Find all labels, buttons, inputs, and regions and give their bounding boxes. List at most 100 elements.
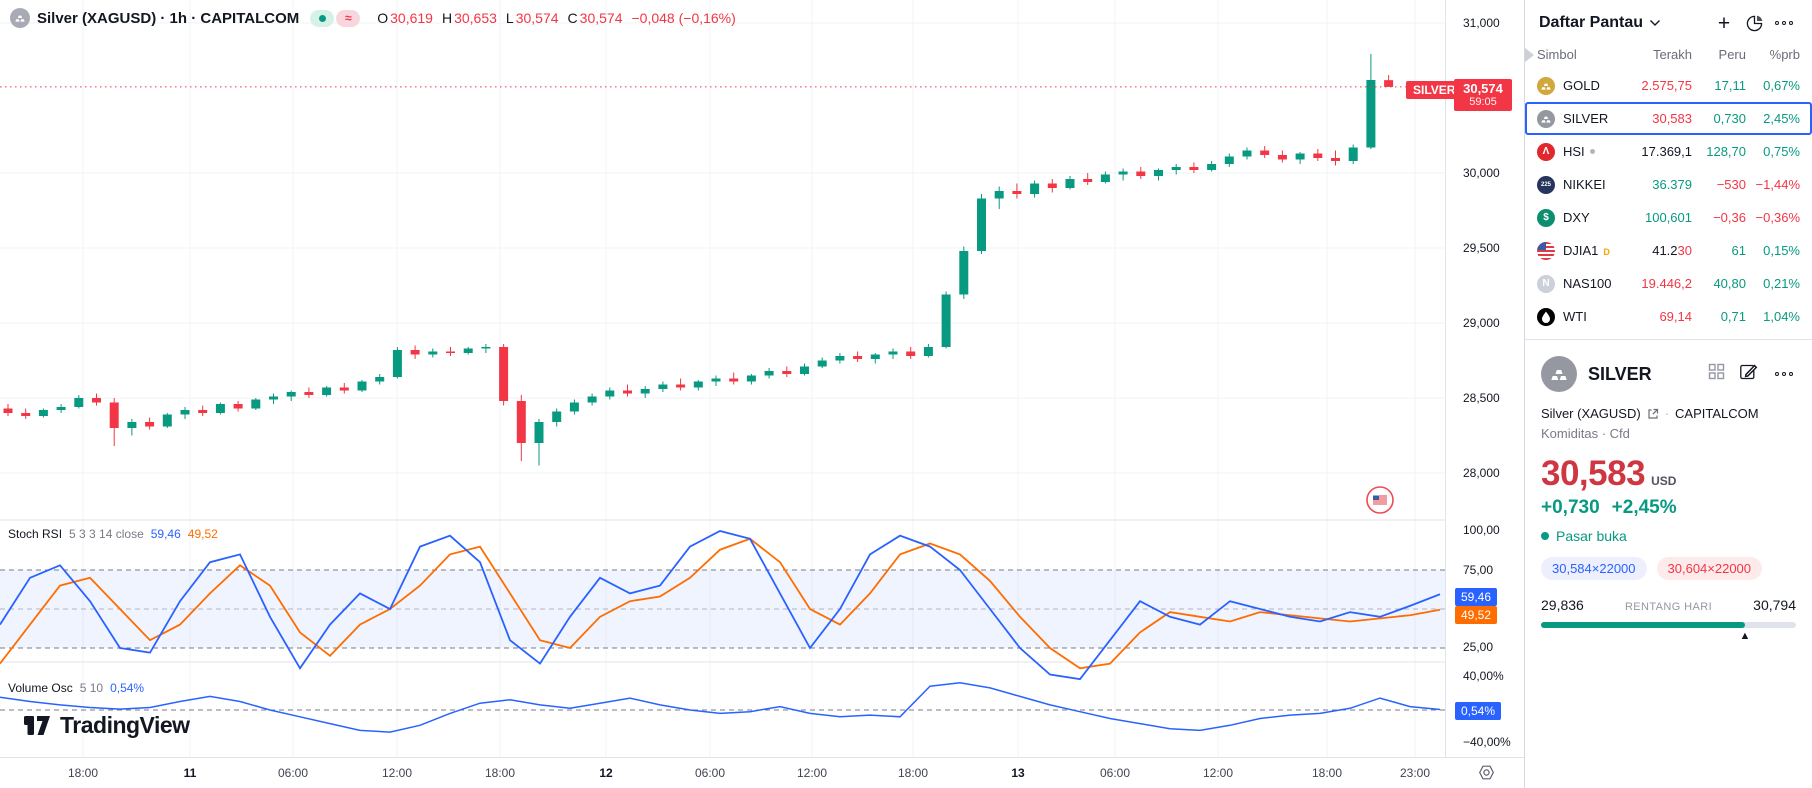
tradingview-logo[interactable]: TradingView <box>24 712 190 739</box>
market-open-dot-icon <box>1541 532 1549 540</box>
change-cell: 0,730 <box>1713 111 1746 126</box>
detail-last-price: 30,583 <box>1541 454 1646 493</box>
watchlist-rows: GOLD 2.575,75 17,11 0,67% SILVER 30,583 0,730 2… <box>1525 69 1812 333</box>
external-link-icon[interactable] <box>1647 408 1659 420</box>
change-pct-cell: 0,15% <box>1763 243 1800 258</box>
time-axis[interactable]: 18:00 11 06:00 12:00 18:00 12 06:00 12:00 18:00 1… <box>0 757 1524 788</box>
change-cell: −0,36 <box>1713 210 1746 225</box>
watchlist-row-nikkei[interactable]: 225 NIKKEI 36.379 −530 −1,44% <box>1525 168 1812 201</box>
time-axis-label: 13 <box>1011 766 1025 780</box>
close-label: C <box>567 10 578 26</box>
grid-view-icon[interactable] <box>1708 363 1725 385</box>
day-high-value: 30,794 <box>1753 597 1796 613</box>
detail-more-button[interactable] <box>1772 362 1796 386</box>
time-axis-label: 11 <box>183 766 197 780</box>
detail-category: Komiditas <box>1541 426 1599 441</box>
flag-symbol-icon <box>1537 241 1555 260</box>
ohlc-values: O 30,619 H 30,653 L 30,574 C 30,574 −0,048 (… <box>377 10 736 26</box>
market-status-text: Pasar buka <box>1556 528 1627 544</box>
column-symbol[interactable]: Simbol <box>1537 47 1577 62</box>
volume-osc-legend[interactable]: Volume Osc 5 10 0,54% <box>8 681 144 695</box>
change-cell: 128,70 <box>1706 144 1746 159</box>
watchlist-title[interactable]: Daftar Pantau <box>1539 14 1644 31</box>
symbol-name: NAS100 <box>1563 276 1612 291</box>
low-label: L <box>505 10 514 26</box>
high-label: H <box>441 10 453 26</box>
watchlist-row-silver[interactable]: SILVER 30,583 0,730 2,45% <box>1525 102 1812 135</box>
detail-change-abs: +0,730 <box>1541 497 1600 518</box>
delayed-data-dot-icon <box>1589 149 1595 154</box>
watchlist-panel: Daftar Pantau + Simbol Terakh Peru %prb … <box>1524 0 1812 788</box>
status-pills: ≈ <box>310 9 361 27</box>
day-range-bar: ▲ <box>1541 622 1796 642</box>
detail-exchange: CAPITALCOM <box>1675 406 1759 421</box>
symbol-name: WTI <box>1563 309 1587 324</box>
time-axis-label: 12:00 <box>796 766 828 780</box>
symbol-name: GOLD <box>1563 78 1600 93</box>
current-price-tag: 30,574 59:05 <box>1454 79 1512 111</box>
watchlist-row-hsi[interactable]: Λ HSI 17.369,1 128,70 0,75% <box>1525 135 1812 168</box>
watchlist-row-wti[interactable]: WTI 69,14 0,71 1,04% <box>1525 300 1812 333</box>
ask-chip[interactable]: 30,604×22000 <box>1656 557 1763 580</box>
day-range-marker-icon: ▲ <box>1739 630 1751 642</box>
change-pct-cell: 0,21% <box>1763 276 1800 291</box>
market-open-pill[interactable] <box>310 9 335 27</box>
watchlist-column-headers[interactable]: Simbol Terakh Peru %prb <box>1525 44 1812 69</box>
watchlist-row-nas100[interactable]: N NAS100 19.446,2 40,80 0,21% <box>1525 267 1812 300</box>
price-axis-label: 28,000 <box>1463 466 1500 480</box>
symbol-name: HSI <box>1563 144 1628 159</box>
sector-pie-icon[interactable] <box>1742 11 1766 35</box>
watchlist-more-button[interactable] <box>1772 11 1796 35</box>
stoch-k-axis-badge: 59,46 <box>1455 588 1498 606</box>
tradingview-logo-text: TradingView <box>60 712 190 738</box>
stoch-k-value: 59,46 <box>150 527 181 541</box>
detail-change: +0,730 +2,45% <box>1541 497 1796 519</box>
tradingview-mark-icon <box>24 716 50 735</box>
axis-settings-icon[interactable] <box>1478 764 1495 786</box>
wti-symbol-icon <box>1537 307 1555 326</box>
column-pct[interactable]: %prb <box>1769 47 1800 62</box>
detail-instrument-type: Cfd <box>1609 426 1630 441</box>
time-axis-label: 18:00 <box>1311 766 1343 780</box>
price-axis-label: 30,000 <box>1463 166 1500 180</box>
nas-symbol-icon: N <box>1537 274 1555 293</box>
approx-data-pill[interactable]: ≈ <box>336 9 361 27</box>
price-chart[interactable] <box>0 0 1445 757</box>
vol-axis-bottom: −40,00% <box>1463 735 1511 749</box>
change-pct-cell: 0,75% <box>1763 144 1800 159</box>
time-axis-label: 06:00 <box>1099 766 1131 780</box>
change-pct-cell: 1,04% <box>1763 309 1800 324</box>
day-range-fill <box>1541 622 1745 628</box>
hsi-symbol-icon: Λ <box>1537 142 1555 161</box>
detail-full-name[interactable]: Silver (XAGUSD) <box>1541 406 1641 421</box>
derived-data-flag: D <box>1603 247 1610 257</box>
column-change[interactable]: Peru <box>1718 47 1746 62</box>
symbol-detail: SILVER <box>1525 339 1812 642</box>
edit-note-icon[interactable] <box>1739 362 1758 386</box>
detail-symbol-name: SILVER <box>1588 363 1652 384</box>
add-symbol-button[interactable]: + <box>1717 11 1731 35</box>
stoch-rsi-legend[interactable]: Stoch RSI 5 3 3 14 close 59,46 49,52 <box>8 527 218 541</box>
chart-legend: Silver (XAGUSD) · 1h · CAPITALCOM ≈ O 30,… <box>10 8 736 28</box>
bar-countdown: 59:05 <box>1469 96 1497 108</box>
green-dot-icon <box>318 14 326 22</box>
chart-title[interactable]: Silver (XAGUSD) · 1h · CAPITALCOM <box>37 9 300 27</box>
change-cell: 17,11 <box>1714 78 1746 93</box>
watchlist-row-djia1[interactable]: DJIA1 D 41.230 61 0,15% <box>1525 234 1812 267</box>
change-cell: 40,80 <box>1713 276 1746 291</box>
watchlist-row-dxy[interactable]: $ DXY 100,601 −0,36 −0,36% <box>1525 201 1812 234</box>
bid-chip[interactable]: 30,584×22000 <box>1541 557 1647 580</box>
silver-symbol-icon <box>10 8 30 28</box>
stoch-rsi-params: 5 3 3 14 close <box>69 527 144 541</box>
column-last[interactable]: Terakh <box>1652 47 1692 62</box>
stoch-rsi-name: Stoch RSI <box>8 527 63 541</box>
watchlist-row-gold[interactable]: GOLD 2.575,75 17,11 0,67% <box>1525 69 1812 102</box>
price-axis[interactable]: 31,000 30,000 29,500 29,000 28,500 28,000 100… <box>1445 0 1524 757</box>
last-price-cell: 36.379 <box>1652 177 1692 192</box>
change-cell: 0,71 <box>1720 309 1746 324</box>
symbol-name: DJIA1 D <box>1563 243 1610 258</box>
chevron-down-icon[interactable] <box>1649 19 1661 27</box>
last-price-cell: 100,601 <box>1645 210 1692 225</box>
time-axis-label: 12 <box>599 766 613 780</box>
stoch-axis-100: 100,00 <box>1463 523 1500 537</box>
